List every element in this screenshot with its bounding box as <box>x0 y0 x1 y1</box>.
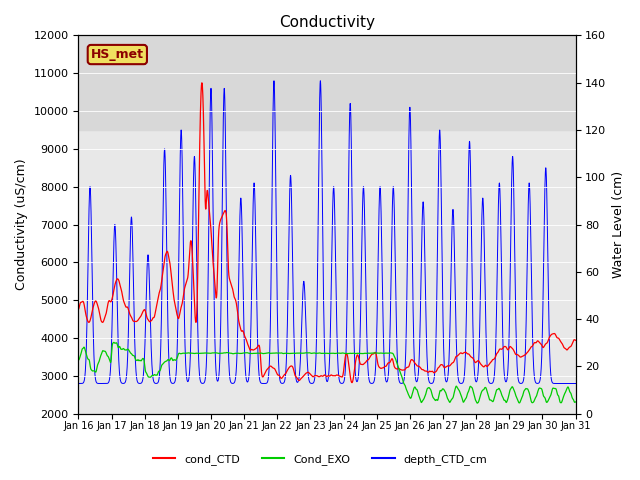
Legend: cond_CTD, Cond_EXO, depth_CTD_cm: cond_CTD, Cond_EXO, depth_CTD_cm <box>148 450 492 469</box>
Y-axis label: Conductivity (uS/cm): Conductivity (uS/cm) <box>15 159 28 290</box>
Y-axis label: Water Level (cm): Water Level (cm) <box>612 171 625 278</box>
Text: HS_met: HS_met <box>91 48 144 61</box>
Bar <box>79 36 575 130</box>
Title: Conductivity: Conductivity <box>279 15 375 30</box>
